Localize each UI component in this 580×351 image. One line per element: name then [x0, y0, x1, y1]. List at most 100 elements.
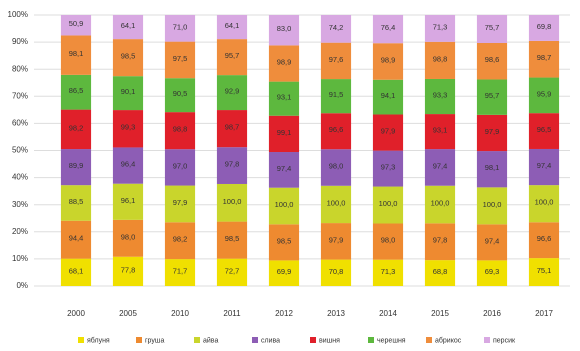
bar-segment — [60, 220, 92, 259]
bar-segment — [60, 15, 92, 36]
bar-segment — [60, 149, 92, 186]
data-label: 98,7 — [537, 53, 552, 62]
bar-segment — [424, 78, 456, 115]
legend-label: яблуня — [87, 336, 110, 344]
legend-swatch — [136, 337, 142, 343]
bar-segment — [164, 41, 196, 79]
bar-segment — [372, 150, 404, 187]
data-label: 97,6 — [329, 55, 344, 64]
bar-segment — [60, 74, 92, 110]
bar-segment — [112, 219, 144, 257]
data-label: 98,9 — [381, 55, 396, 64]
data-label: 74,2 — [329, 23, 344, 32]
bar-segment — [476, 224, 508, 261]
bar-segment — [268, 187, 300, 225]
bar-segment — [268, 152, 300, 188]
data-label: 98,1 — [69, 49, 84, 58]
data-label: 97,4 — [537, 161, 552, 170]
data-label: 98,8 — [173, 125, 188, 134]
data-label: 90,5 — [173, 89, 188, 98]
x-tick-label: 2012 — [275, 309, 293, 318]
data-label: 95,7 — [485, 91, 500, 100]
data-label: 96,6 — [329, 125, 344, 134]
x-tick-label: 2016 — [483, 309, 501, 318]
bar-segment — [424, 41, 456, 79]
bar-segment — [320, 185, 352, 224]
data-label: 98,0 — [381, 236, 396, 245]
data-label: 100,0 — [327, 198, 346, 207]
data-label: 100,0 — [379, 199, 398, 208]
legend-label: черешня — [377, 337, 406, 344]
bar-segment — [60, 35, 92, 75]
data-label: 97,3 — [381, 163, 396, 172]
x-tick-label: 2010 — [171, 309, 189, 318]
data-label: 95,9 — [537, 89, 552, 98]
bar-segment — [424, 260, 456, 286]
data-label: 88,5 — [69, 197, 84, 206]
bar-segment — [476, 15, 508, 43]
data-label: 93,1 — [433, 126, 448, 135]
x-tick-label: 2013 — [327, 309, 345, 318]
y-tick-label: 20% — [12, 227, 28, 236]
legend-label: персик — [493, 337, 516, 344]
bar-segment — [268, 260, 300, 286]
data-label: 95,7 — [225, 51, 240, 60]
data-label: 98,6 — [485, 55, 500, 64]
data-label: 97,5 — [173, 54, 188, 63]
data-label: 98,5 — [277, 236, 292, 245]
bar-segment — [216, 147, 248, 184]
bar-segment — [320, 42, 352, 80]
bar-segment — [112, 110, 144, 148]
bar-segment — [216, 258, 248, 286]
bar-segment — [164, 259, 196, 286]
bar-segment — [372, 79, 404, 115]
legend-label: груша — [145, 337, 164, 344]
x-tick-label: 2017 — [535, 309, 553, 318]
bar-segment — [528, 148, 560, 186]
bar-segment — [476, 260, 508, 286]
data-label: 64,1 — [121, 21, 136, 30]
data-label: 97,8 — [225, 160, 240, 169]
bar-segment — [268, 115, 300, 153]
data-label: 97,9 — [381, 127, 396, 136]
bar-segment — [164, 15, 196, 42]
legend-swatch — [78, 337, 84, 343]
data-label: 100,0 — [535, 198, 554, 207]
data-label: 68,1 — [69, 266, 84, 275]
bar-segment — [164, 222, 196, 260]
data-label: 89,9 — [69, 161, 84, 170]
data-label: 97,0 — [173, 161, 188, 170]
data-label: 100,0 — [275, 200, 294, 209]
data-label: 77,8 — [121, 265, 136, 274]
bar-segment — [372, 223, 404, 260]
data-label: 98,0 — [329, 161, 344, 170]
data-label: 97,4 — [277, 164, 292, 173]
legend-swatch — [310, 337, 316, 343]
data-label: 75,7 — [485, 23, 500, 32]
bar-segment — [268, 45, 300, 82]
bar-segment — [424, 149, 456, 186]
bar-segment — [372, 15, 404, 44]
bar-segment — [216, 15, 248, 40]
data-label: 96,4 — [121, 160, 136, 169]
bar-segment — [216, 221, 248, 259]
data-label: 98,1 — [485, 163, 500, 172]
data-label: 71,7 — [173, 267, 188, 276]
data-label: 96,1 — [121, 196, 136, 205]
bar-segment — [476, 187, 508, 225]
bar-segment — [164, 78, 196, 113]
data-label: 98,5 — [121, 52, 136, 61]
bar-segment — [424, 114, 456, 150]
y-tick-label: 30% — [12, 200, 28, 209]
y-tick-label: 90% — [12, 37, 28, 46]
y-tick-label: 70% — [12, 91, 28, 100]
x-tick-label: 2014 — [379, 309, 397, 318]
bar-segment — [112, 39, 144, 77]
data-label: 68,8 — [433, 267, 448, 276]
legend-swatch — [252, 337, 258, 343]
data-label: 90,1 — [121, 87, 136, 96]
bar-segment — [476, 42, 508, 80]
bar-segment — [112, 147, 144, 184]
bar-segment — [528, 185, 560, 223]
data-label: 98,9 — [277, 57, 292, 66]
